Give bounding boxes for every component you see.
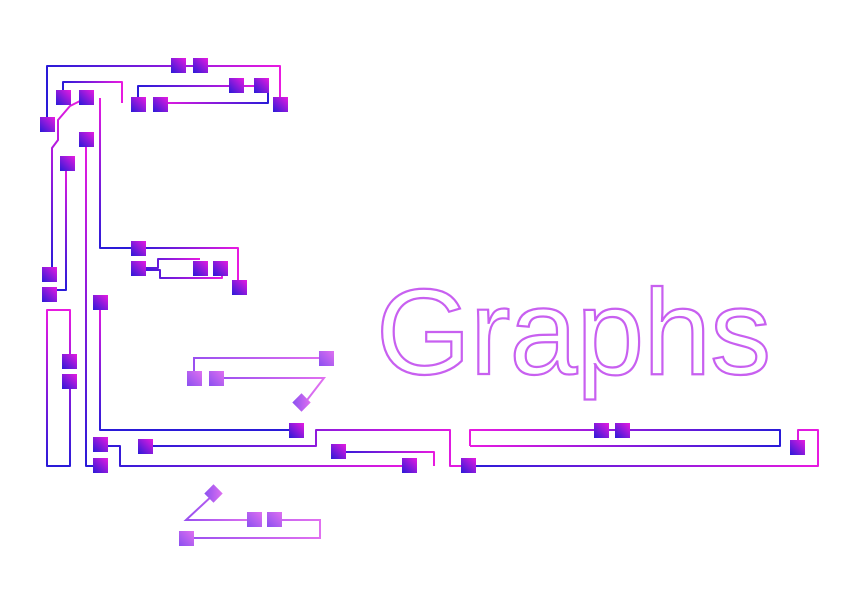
pad [209,371,224,386]
trace [138,268,223,279]
pad [42,287,57,302]
light-pads [179,351,334,546]
pad [153,97,168,112]
trace [138,247,239,288]
pad [254,78,269,93]
trace [470,429,819,467]
trace-upper-detached [216,377,327,405]
pad [93,295,108,310]
pad-diamond [204,484,223,503]
pad [267,512,282,527]
pad [193,58,208,73]
trace [146,429,466,467]
trace [46,65,281,124]
pads [40,58,805,473]
pad [402,458,417,473]
pad [79,132,94,147]
pad [131,241,146,256]
pad [56,90,71,105]
detached-traces [183,357,327,539]
trace [100,445,410,467]
trace [338,451,435,466]
trace [99,98,138,249]
trace [51,97,87,270]
pad [171,58,186,73]
pad [187,371,202,386]
pad [232,280,247,295]
pad [247,512,262,527]
trace [469,429,781,447]
pad [193,261,208,276]
pad [319,351,334,366]
pad [790,440,805,455]
pad [229,78,244,93]
trace [160,86,269,104]
trace [46,309,71,467]
trace [99,302,296,431]
pad [93,458,108,473]
pad [40,117,55,132]
pad [131,97,146,112]
pad [331,444,346,459]
pad [138,439,153,454]
pad [213,261,228,276]
pad [615,423,630,438]
pad [461,458,476,473]
trace-lower-detached [186,519,321,539]
pad [79,90,94,105]
pad [42,267,57,282]
pad [62,374,77,389]
pad [60,156,75,171]
letter-e-circuit [46,65,819,467]
pad [93,437,108,452]
trace [138,258,200,269]
pad [289,423,304,438]
pad [179,531,194,546]
pad [594,423,609,438]
pad [131,261,146,276]
pad-diamond [292,393,311,412]
pad [273,97,288,112]
trace-lower-detached [183,493,254,521]
pad [62,354,77,369]
wordmark: Graphs [376,264,770,400]
